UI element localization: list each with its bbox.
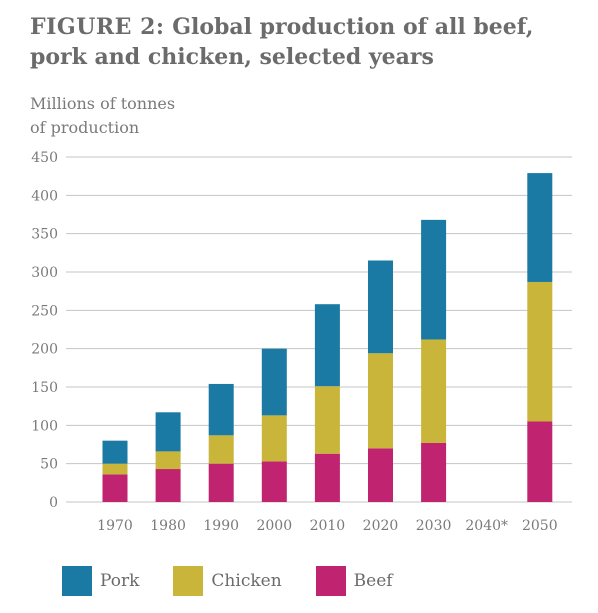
legend-swatch-pork xyxy=(62,566,92,596)
figure-title-text: Global production of all beef, pork and … xyxy=(30,14,534,70)
x-tick-labels: 1970 1980 1990 2000 2010 2020 2030 2040* 2050 xyxy=(97,518,557,534)
legend-label-chicken: Chicken xyxy=(211,571,282,591)
bar-beef-1970 xyxy=(102,474,128,502)
bar-beef-1990 xyxy=(208,463,234,502)
bar-beef-1980 xyxy=(155,469,181,502)
y-tick-label: 100 xyxy=(31,418,58,434)
bar-chicken-2020 xyxy=(368,353,393,449)
bar-pork-2050 xyxy=(527,173,553,282)
bar-pork-1980 xyxy=(155,412,181,452)
bar-chart: 0 50 100 150 200 250 300 350 400 450 1970 1980 1990… xyxy=(31,150,572,534)
y-tick-label: 300 xyxy=(31,265,58,281)
x-tick-label: 1970 xyxy=(97,518,133,534)
x-tick-label: 1990 xyxy=(203,518,239,534)
x-tick-label: 2050 xyxy=(522,518,558,534)
legend-label-beef: Beef xyxy=(353,571,393,591)
legend-item-chicken: Chicken xyxy=(173,566,282,596)
bar-pork-2000 xyxy=(261,348,287,416)
bar-beef-2030 xyxy=(421,442,447,502)
x-tick-label: 1980 xyxy=(150,518,186,534)
bar-chicken-2030 xyxy=(421,339,447,443)
x-tick-label: 2030 xyxy=(416,518,452,534)
y-tick-label: 50 xyxy=(40,457,58,473)
y-tick-label: 350 xyxy=(31,227,58,243)
bar-chicken-1980 xyxy=(155,451,181,470)
bar-beef-2020 xyxy=(368,448,393,502)
legend-label-pork: Pork xyxy=(100,571,140,591)
y-tick-label: 200 xyxy=(31,342,58,358)
y-axis-label-line-1: Millions of tonnes xyxy=(30,94,176,113)
bar-chicken-1990 xyxy=(208,435,234,464)
bar-pork-2020 xyxy=(368,260,393,354)
y-axis-label-line-2: of production xyxy=(30,118,140,137)
legend-swatch-chicken xyxy=(173,566,204,596)
y-tick-label: 0 xyxy=(49,495,58,511)
bar-pork-1990 xyxy=(208,383,234,436)
legend: Pork Chicken Beef xyxy=(62,566,427,596)
bars xyxy=(102,173,553,502)
bar-chicken-2050 xyxy=(527,281,553,422)
bar-chicken-1970 xyxy=(102,463,128,475)
y-axis-label: Millions of tonnes of production xyxy=(30,92,230,140)
bar-beef-2050 xyxy=(527,421,553,502)
y-tick-label: 400 xyxy=(31,188,58,204)
y-tick-label: 250 xyxy=(31,303,58,319)
y-tick-label: 450 xyxy=(31,150,58,166)
chart-title: FIGURE 2: Global production of all beef,… xyxy=(30,12,590,72)
x-tick-label: 2040* xyxy=(465,518,508,534)
x-tick-label: 2020 xyxy=(363,518,399,534)
bar-chicken-2000 xyxy=(261,415,287,462)
x-tick-label: 2010 xyxy=(310,518,346,534)
bar-chicken-2010 xyxy=(314,386,340,454)
bar-beef-2000 xyxy=(261,461,287,502)
bar-beef-2010 xyxy=(314,453,340,502)
bar-pork-2030 xyxy=(421,219,447,340)
bar-pork-2010 xyxy=(314,304,340,387)
legend-item-pork: Pork xyxy=(62,566,139,596)
legend-swatch-beef xyxy=(315,566,346,596)
y-tick-labels: 0 50 100 150 200 250 300 350 400 450 xyxy=(31,150,58,511)
legend-item-beef: Beef xyxy=(315,566,393,596)
y-tick-label: 150 xyxy=(31,380,58,396)
bar-pork-1970 xyxy=(102,440,128,464)
figure-number: FIGURE 2: xyxy=(30,14,165,40)
x-tick-label: 2000 xyxy=(256,518,292,534)
